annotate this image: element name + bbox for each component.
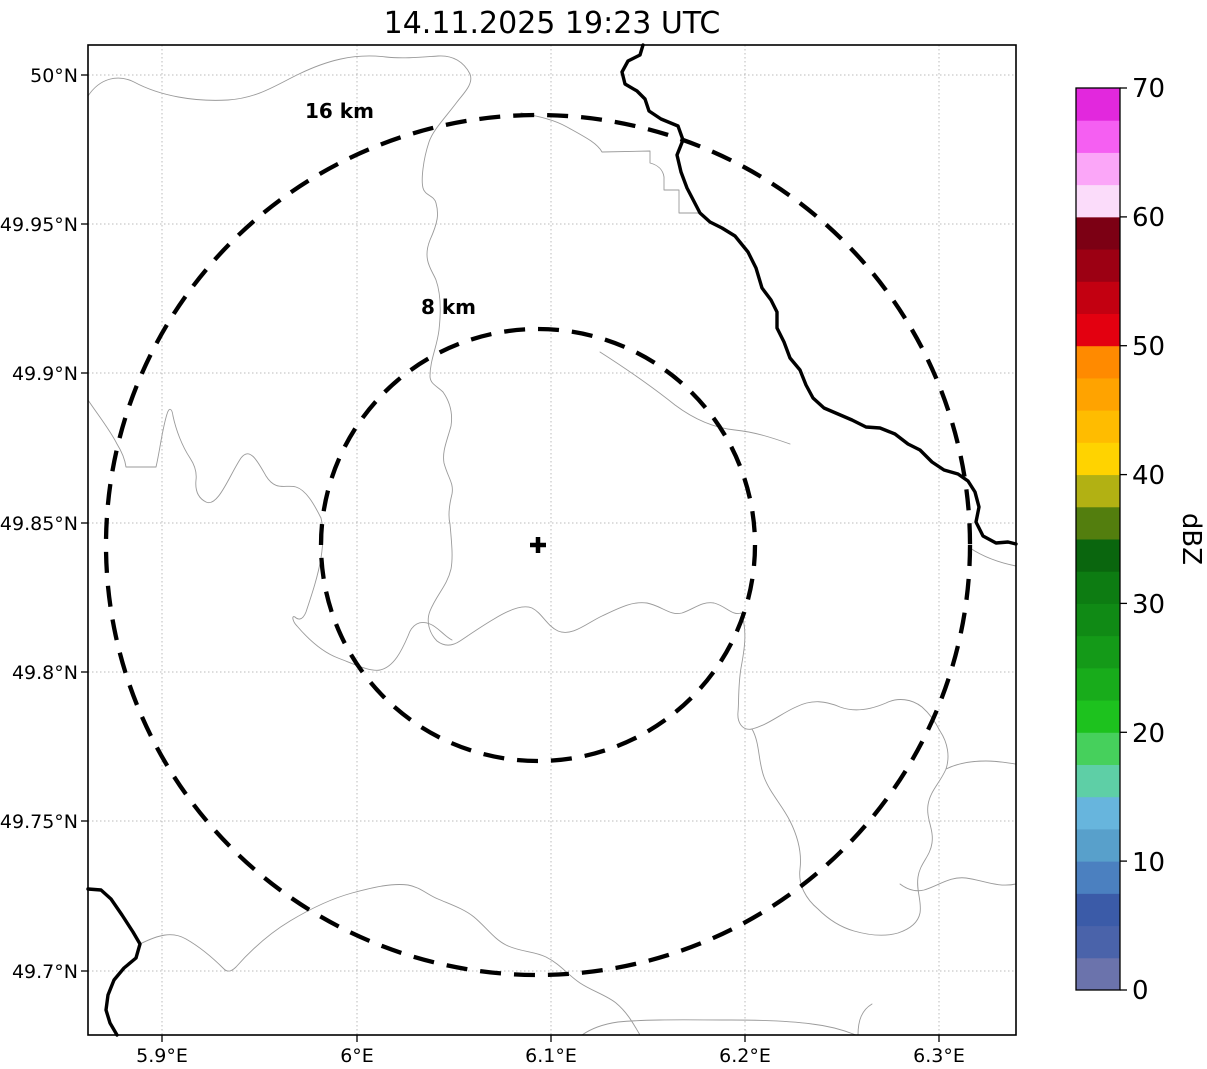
range-ring-8km [318, 326, 758, 764]
lat-tick-label: 49.85°N [0, 513, 78, 535]
colorbar-bin-50-52.5-dbz [1076, 313, 1120, 347]
figure-title: 14.11.2025 19:23 UTC [384, 6, 721, 41]
colorbar-bin-60-62.5-dbz [1076, 184, 1120, 218]
lon-axis-labels: 5.9°E 6°E 6.1°E 6.2°E 6.3°E [136, 1045, 965, 1067]
lat-tick-label: 49.95°N [0, 214, 78, 236]
colorbar-bin-2.5-5-dbz [1076, 925, 1120, 959]
colorbar-bin-57.5-60-dbz [1076, 216, 1120, 250]
colorbar-bin-10-12.5-dbz [1076, 828, 1120, 862]
colorbar-tick-label: 10 [1132, 848, 1165, 878]
colorbar-bin-52.5-55-dbz [1076, 281, 1120, 314]
map-panel: 16 km 8 km 50°N 49.95°N 49.9°N 49.85°N 4… [0, 43, 1018, 1067]
colorbar-bin-15-17.5-dbz [1076, 764, 1120, 798]
colorbar-tick-label: 50 [1132, 332, 1165, 362]
range-ring-16km-label: 16 km [305, 99, 374, 123]
axis-tick-marks [81, 74, 940, 1042]
colorbar-bin-47.5-50-dbz [1076, 345, 1120, 379]
colorbar-bin-37.5-40-dbz [1076, 474, 1120, 508]
colorbar-tick-label: 60 [1132, 203, 1165, 233]
colorbar-bin-42.5-45-dbz [1076, 410, 1120, 443]
colorbar-bin-67.5-70-dbz [1076, 88, 1120, 121]
lon-tick-label: 6.3°E [913, 1045, 965, 1067]
plot-frame [87, 44, 1017, 1036]
colorbar-bin-7.5-10-dbz [1076, 861, 1120, 894]
colorbar-bin-35-37.5-dbz [1076, 506, 1120, 540]
colorbar-bin-55-57.5-dbz [1076, 249, 1120, 282]
colorbar-bin-45-47.5-dbz [1076, 377, 1120, 411]
colorbar-bin-32.5-35-dbz [1076, 539, 1120, 572]
colorbar-axis-label: dBZ [1176, 513, 1206, 565]
colorbar: 70 60 50 40 30 20 10 0 dBZ [1075, 74, 1206, 1006]
colorbar-tick-label: 20 [1132, 719, 1165, 749]
colorbar-bin-22.5-25-dbz [1076, 667, 1120, 701]
colorbar-bin-5-7.5-dbz [1076, 893, 1120, 927]
colorbar-bin-17.5-20-dbz [1076, 732, 1120, 765]
colorbar-outline [1075, 87, 1121, 991]
country-border-lines [86, 43, 1018, 1037]
colorbar-bin-30-32.5-dbz [1076, 571, 1120, 604]
lat-tick-label: 49.9°N [12, 363, 78, 385]
lat-tick-label: 49.7°N [12, 961, 78, 983]
municipal-boundary-lines [87, 55, 1017, 1036]
colorbar-swatches [1076, 88, 1120, 991]
colorbar-tick-label: 70 [1132, 74, 1165, 104]
plot-background [88, 45, 1016, 1035]
lon-tick-label: 6.2°E [719, 1045, 771, 1067]
colorbar-tick-label: 40 [1132, 461, 1165, 491]
lat-tick-label: 49.75°N [0, 811, 78, 833]
colorbar-tick-marks [1120, 87, 1127, 991]
radar-center-marker [530, 537, 546, 553]
colorbar-tick-labels: 70 60 50 40 30 20 10 0 [1132, 74, 1165, 1006]
colorbar-bin-27.5-30-dbz [1076, 603, 1120, 637]
range-ring-8km-label: 8 km [421, 295, 476, 319]
colorbar-tick-label: 30 [1132, 590, 1165, 620]
colorbar-bin-20-22.5-dbz [1076, 700, 1120, 733]
colorbar-bin-25-27.5-dbz [1076, 635, 1120, 669]
range-ring-16km [103, 112, 973, 978]
lon-tick-label: 6.1°E [525, 1045, 577, 1067]
lat-axis-labels: 50°N 49.95°N 49.9°N 49.85°N 49.8°N 49.75… [0, 65, 78, 983]
colorbar-bin-12.5-15-dbz [1076, 796, 1120, 830]
lat-tick-label: 50°N [30, 65, 78, 87]
lon-tick-label: 5.9°E [136, 1045, 188, 1067]
colorbar-tick-label: 0 [1132, 976, 1149, 1006]
lat-tick-label: 49.8°N [12, 662, 78, 684]
colorbar-bin-40-42.5-dbz [1076, 442, 1120, 476]
colorbar-bin-62.5-65-dbz [1076, 152, 1120, 186]
graticule-gridlines [88, 45, 1016, 1035]
colorbar-bin-65-67.5-dbz [1076, 120, 1120, 153]
lon-tick-label: 6°E [340, 1045, 374, 1067]
colorbar-bin-0-2.5-dbz [1076, 957, 1120, 991]
